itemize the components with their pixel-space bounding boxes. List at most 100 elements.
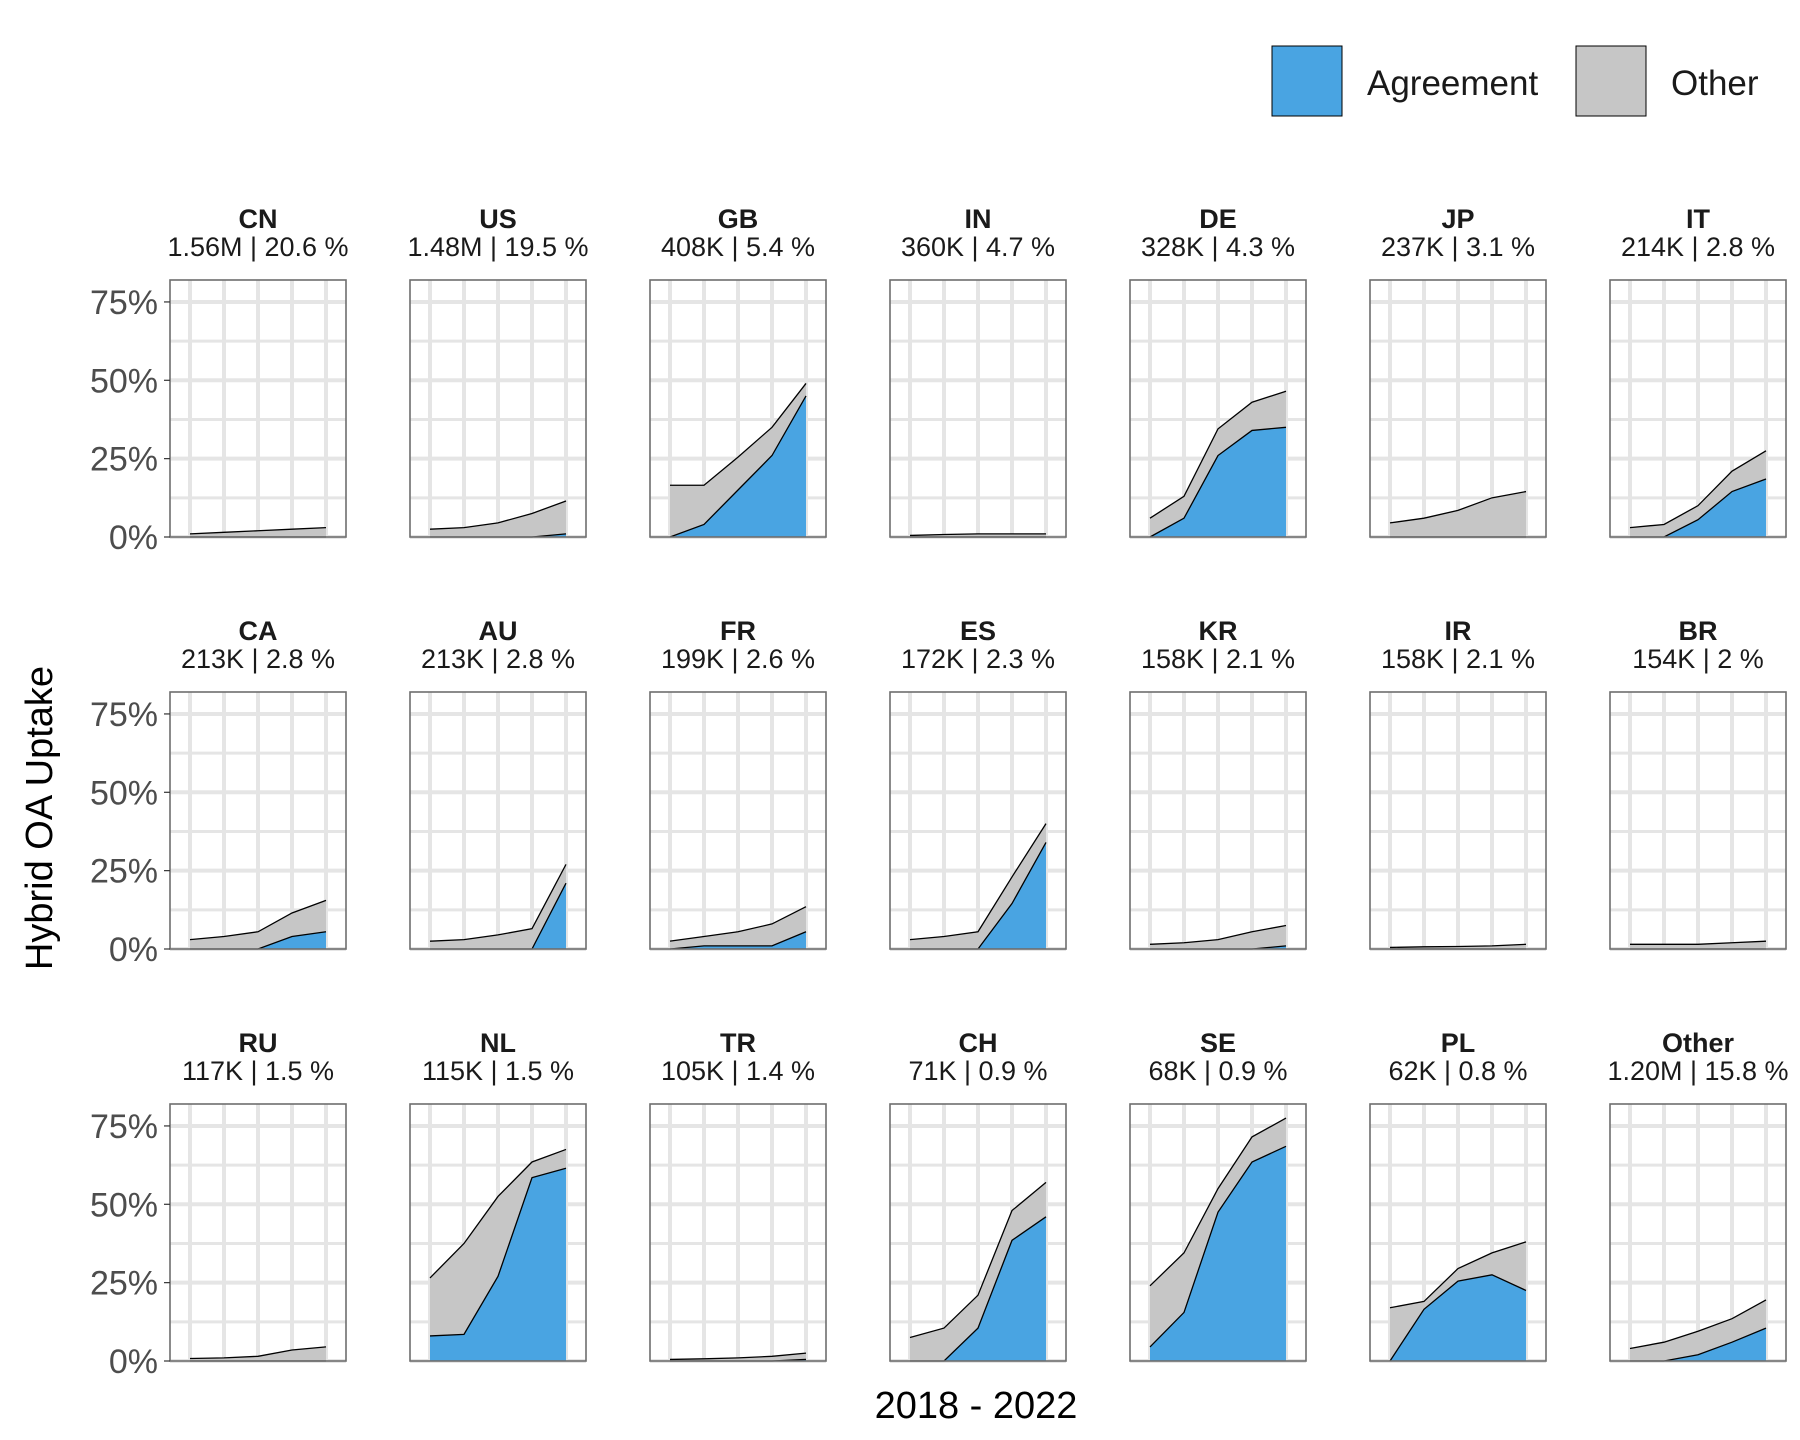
area-other-jp [1390,491,1526,537]
facet-subtitle-au: 213K | 2.8 % [421,644,575,674]
area-agreement-es [910,842,1046,949]
line-total-jp [1389,490,1527,524]
facet-subtitle-ca: 213K | 2.8 % [181,644,335,674]
line-total-nl [429,1148,567,1279]
facet-grid: CN1.56M | 20.6 % 0% 25% 50% 75% US1.48M | 19.… [90,204,1789,1381]
facet-subtitle-gb: 408K | 5.4 % [661,232,815,262]
facet-subtitle-de: 328K | 4.3 % [1141,232,1295,262]
area-agreement-pl [1390,1274,1526,1361]
area-other-cn [190,527,326,537]
area-agreement-other [1630,1328,1766,1361]
x-axis-title: 2018 - 2022 [875,1385,1078,1427]
line-total-us [429,500,567,530]
panel-border [889,1103,1067,1362]
area-agreement-ca [190,931,326,949]
line-agreement-de [1149,426,1287,538]
facet-subtitle-jp: 237K | 3.1 % [1381,232,1535,262]
panel-border [1369,691,1547,950]
facet-title-cn: CN [239,204,278,234]
area-agreement-au [430,883,566,949]
line-total-ir [1389,943,1527,949]
y-tick-label: 0% [109,1343,158,1381]
facet-title-it: IT [1686,204,1711,234]
line-total-pl [1389,1241,1527,1309]
line-agreement-gb [669,395,807,538]
area-agreement-de [1150,427,1286,537]
facet-title-se: SE [1200,1028,1236,1058]
panel-border [649,279,827,538]
area-agreement-gb [670,395,806,537]
facet-title-ru: RU [239,1028,278,1058]
line-total-se [1149,1117,1287,1287]
line-agreement-fr [669,931,807,950]
panel-border [409,279,587,538]
area-agreement-se [1150,1146,1286,1361]
facet-title-au: AU [479,616,518,646]
facet-subtitle-nl: 115K | 1.5 % [422,1056,574,1086]
line-total-ca [189,899,327,941]
y-tick-label: 75% [90,1108,158,1146]
line-agreement-pl [1389,1274,1527,1362]
y-tick-label: 25% [90,853,158,891]
panel-border [1609,691,1787,950]
line-total-es [909,823,1047,941]
facet-subtitle-cn: 1.56M | 20.6 % [167,232,348,262]
panel-border [1129,691,1307,950]
facet-title-us: US [479,204,517,234]
panel-border [1369,279,1547,538]
facet-subtitle-ch: 71K | 0.9 % [908,1056,1047,1086]
facet-subtitle-in: 360K | 4.7 % [901,232,1055,262]
facet-subtitle-pl: 62K | 0.8 % [1388,1056,1527,1086]
line-agreement-se [1149,1145,1287,1348]
line-total-other [1629,1299,1767,1350]
y-tick-label: 0% [109,931,158,969]
panel-border [889,691,1067,950]
facet-title-other: Other [1662,1028,1735,1058]
area-agreement-nl [430,1168,566,1361]
facet-title-nl: NL [480,1028,516,1058]
area-agreement-ch [910,1216,1046,1361]
legend-label-agreement: Agreement [1367,64,1538,103]
facet-title-kr: KR [1199,616,1238,646]
line-total-ch [909,1181,1047,1339]
line-total-tr [669,1352,807,1361]
line-total-it [1629,450,1767,529]
facet-cn: CN1.56M | 20.6 % 0% 25% 50% 75% [90,204,349,557]
line-total-au [429,864,567,942]
line-total-fr [669,906,807,942]
legend-swatch-other [1575,45,1647,117]
facet-subtitle-se: 68K | 0.9 % [1148,1056,1287,1086]
y-tick-label: 75% [90,696,158,734]
facet-title-ir: IR [1445,616,1472,646]
legend-swatch-agreement [1271,45,1343,117]
facet-title-pl: PL [1441,1028,1476,1058]
facet-subtitle-fr: 199K | 2.6 % [661,644,815,674]
area-agreement-it [1630,479,1766,537]
facet-title-es: ES [960,616,996,646]
y-tick-label: 0% [109,519,158,557]
facet-subtitle-kr: 158K | 2.1 % [1141,644,1295,674]
panel-border [649,691,827,950]
area-agreement-fr [670,931,806,949]
line-total-gb [670,383,807,486]
facet-title-ch: CH [959,1028,998,1058]
panel-border [169,691,347,950]
y-axis-title: Hybrid OA Uptake [19,666,61,970]
line-agreement-nl [429,1167,567,1337]
panel-border [1609,279,1787,538]
line-total-ru [189,1346,327,1360]
facet-subtitle-tr: 105K | 1.4 % [661,1056,815,1086]
panel-border [649,1103,827,1362]
y-tick-label: 50% [90,774,158,812]
